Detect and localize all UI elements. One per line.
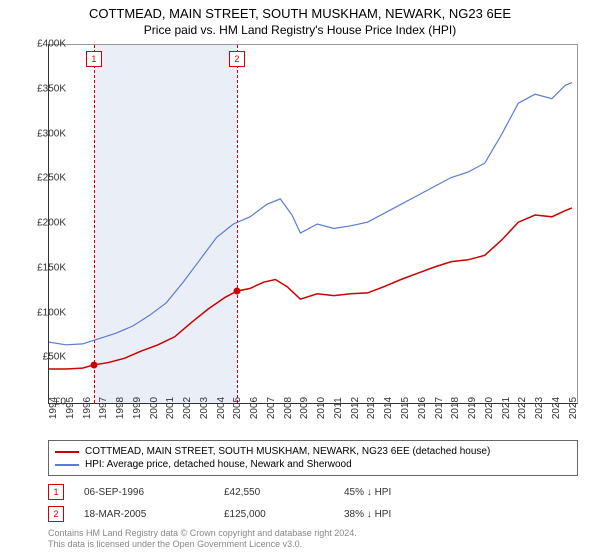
chart-title: COTTMEAD, MAIN STREET, SOUTH MUSKHAM, NE… bbox=[0, 0, 600, 21]
attribution-line-1: Contains HM Land Registry data © Crown c… bbox=[48, 528, 357, 539]
legend-swatch-1 bbox=[55, 451, 79, 453]
sale-date-1: 06-SEP-1996 bbox=[84, 487, 224, 498]
legend-box: COTTMEAD, MAIN STREET, SOUTH MUSKHAM, NE… bbox=[48, 440, 578, 476]
sale-delta-2: 38% ↓ HPI bbox=[344, 509, 391, 520]
marker-box-1: 1 bbox=[86, 51, 102, 67]
legend-label-2: HPI: Average price, detached house, Newa… bbox=[85, 459, 352, 470]
marker-box-2: 2 bbox=[229, 51, 245, 67]
sale-row-1: 1 06-SEP-1996 £42,550 45% ↓ HPI bbox=[48, 484, 578, 500]
sale-price-1: £42,550 bbox=[224, 487, 344, 498]
attribution-line-2: This data is licensed under the Open Gov… bbox=[48, 539, 357, 550]
sale-date-2: 18-MAR-2005 bbox=[84, 509, 224, 520]
chart-svg bbox=[49, 45, 577, 403]
sale-row-2: 2 18-MAR-2005 £125,000 38% ↓ HPI bbox=[48, 506, 578, 522]
legend-swatch-2 bbox=[55, 464, 79, 466]
chart-subtitle: Price paid vs. HM Land Registry's House … bbox=[0, 21, 600, 37]
sale-marker-1: 1 bbox=[48, 484, 64, 500]
chart-plot-area: 1 2 bbox=[48, 44, 578, 404]
sale-delta-1: 45% ↓ HPI bbox=[344, 487, 391, 498]
sale-marker-2: 2 bbox=[48, 506, 64, 522]
series-price-path bbox=[49, 208, 572, 369]
series-hpi-path bbox=[49, 83, 572, 345]
sale-price-2: £125,000 bbox=[224, 509, 344, 520]
legend-row-1: COTTMEAD, MAIN STREET, SOUTH MUSKHAM, NE… bbox=[55, 445, 571, 458]
attribution: Contains HM Land Registry data © Crown c… bbox=[48, 528, 357, 551]
legend-label-1: COTTMEAD, MAIN STREET, SOUTH MUSKHAM, NE… bbox=[85, 446, 490, 457]
sale-dot-2 bbox=[233, 288, 240, 295]
sale-dot-1 bbox=[90, 361, 97, 368]
legend-row-2: HPI: Average price, detached house, Newa… bbox=[55, 458, 571, 471]
